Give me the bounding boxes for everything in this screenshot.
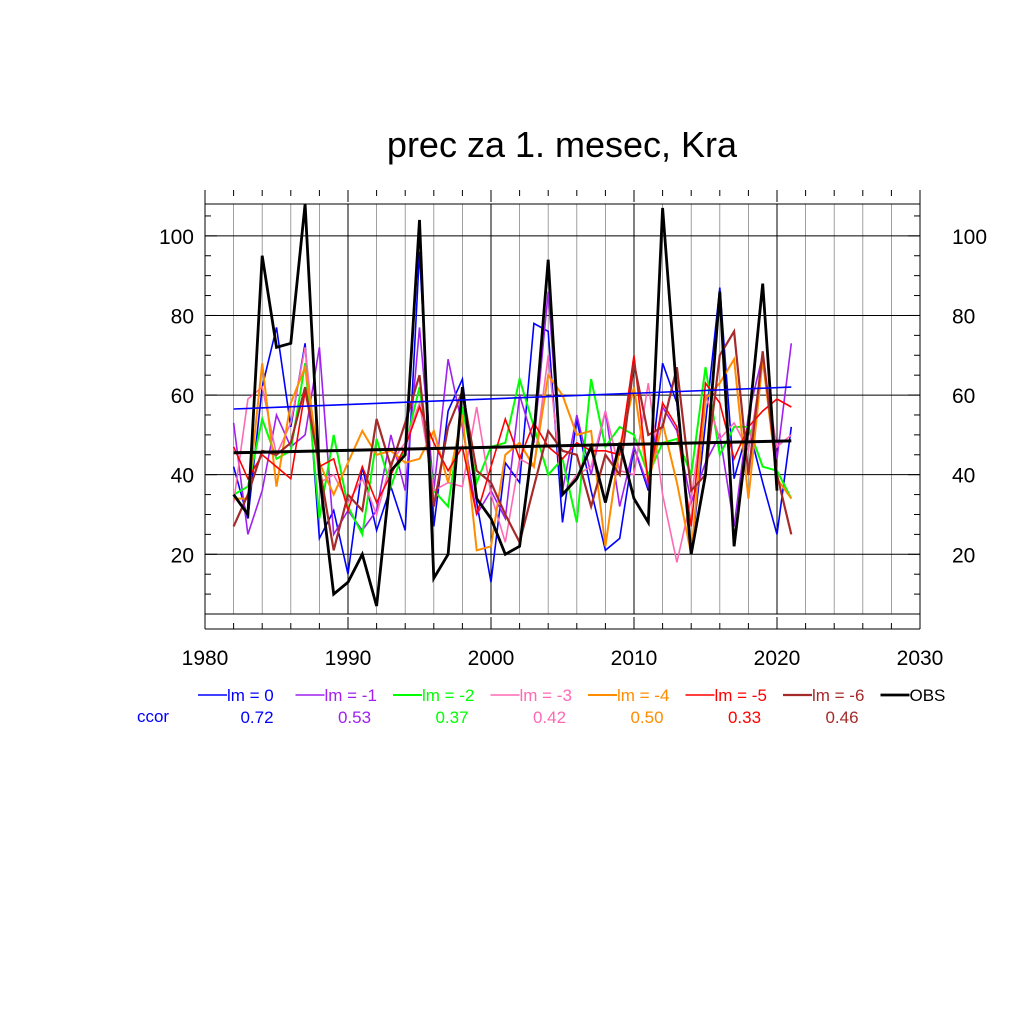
legend: lm = 0 0.72 lm = -1 0.53 lm = -2 0.37 lm = -3 0… (137, 686, 945, 727)
legend-label: lm = -3 (520, 686, 572, 705)
ccor-label: ccor (137, 707, 169, 726)
x-tick-label: 1990 (325, 647, 372, 670)
series-line-5 (232, 355, 792, 527)
y-tick-label-left: 60 (171, 385, 194, 408)
legend-label: lm = -1 (325, 686, 377, 705)
legend-ccor-value: 0.42 (533, 708, 566, 727)
legend-label: lm = -4 (617, 686, 669, 705)
legend-label: lm = 0 (227, 686, 274, 705)
y-tick-label-right: 20 (952, 544, 975, 567)
legend-ccor-value: 0.33 (728, 708, 761, 727)
y-tick-label-right: 60 (952, 385, 975, 408)
y-tick-label-left: 100 (159, 226, 194, 249)
x-tick-label: 2020 (754, 647, 801, 670)
y-tick-label-left: 40 (171, 465, 194, 488)
y-tick-label-right: 100 (952, 226, 987, 249)
legend-ccor-value: 0.53 (338, 708, 371, 727)
legend-ccor-value: 0.72 (240, 708, 273, 727)
series-line-7 (232, 203, 779, 607)
chart-title: prec za 1. mesec, Kra (387, 124, 738, 165)
x-tick-label: 2000 (468, 647, 515, 670)
x-tick-label: 2010 (611, 647, 658, 670)
y-tick-label-left: 20 (171, 544, 194, 567)
legend-ccor-value: 0.50 (630, 708, 663, 727)
trend-line-0 (233, 386, 792, 410)
legend-label: OBS (910, 686, 946, 705)
y-tick-label-right: 80 (952, 305, 975, 328)
x-tick-label: 1980 (182, 647, 229, 670)
legend-ccor-value: 0.37 (435, 708, 468, 727)
y-tick-label-left: 80 (171, 305, 194, 328)
trend-line-7 (233, 439, 792, 455)
series-line-4 (233, 356, 793, 555)
x-tick-label: 2030 (897, 647, 944, 670)
legend-ccor-value: 0.46 (825, 708, 858, 727)
series-lines (232, 203, 793, 607)
legend-label: lm = -2 (422, 686, 474, 705)
series-line-6 (232, 327, 793, 551)
y-tick-label-right: 40 (952, 465, 975, 488)
legend-label: lm = -6 (812, 686, 864, 705)
legend-label: lm = -5 (715, 686, 767, 705)
